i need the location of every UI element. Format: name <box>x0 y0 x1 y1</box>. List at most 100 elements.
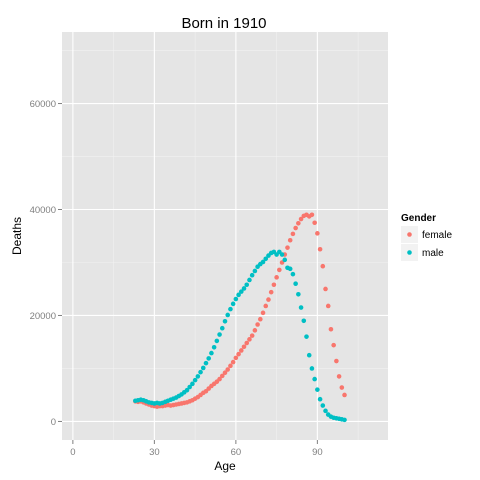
y-tick-label: 20000 <box>30 311 56 322</box>
data-point-male <box>315 387 320 392</box>
data-point-male <box>187 384 192 390</box>
data-point-male <box>214 338 220 344</box>
x-axis-ticks: 0 30 60 90 <box>70 440 323 458</box>
data-point-female <box>317 246 323 252</box>
data-point-male <box>263 256 269 262</box>
data-point-female <box>331 342 336 348</box>
data-point-female <box>339 385 345 390</box>
y-axis-ticks: 0 20000 40000 60000 <box>30 99 62 428</box>
data-point-male <box>236 292 241 298</box>
data-point-female <box>230 359 236 365</box>
data-point-female <box>233 355 239 361</box>
data-point-male <box>342 417 347 423</box>
plot-panel <box>62 32 388 440</box>
data-point-male <box>309 366 315 371</box>
data-point-female <box>225 367 231 372</box>
data-point-female <box>252 328 258 333</box>
data-point-female <box>217 376 222 382</box>
data-point-female <box>239 348 244 353</box>
data-point-female <box>219 373 225 379</box>
data-point-male <box>222 319 228 324</box>
data-point-male <box>230 301 236 307</box>
data-point-male <box>290 271 296 277</box>
data-point-female <box>277 267 282 273</box>
legend: Gender female male <box>401 213 452 261</box>
x-tick-label: 30 <box>149 447 160 458</box>
data-point-male <box>306 352 312 358</box>
chart-title: Born in 1910 <box>181 15 266 32</box>
data-point-male <box>195 374 201 379</box>
legend-swatch-female <box>407 232 412 237</box>
data-point-male <box>217 332 222 337</box>
data-points <box>133 212 347 423</box>
y-axis-title: Deaths <box>10 217 24 255</box>
data-point-female <box>336 374 342 379</box>
data-point-male <box>233 296 239 302</box>
grid-major <box>62 32 388 440</box>
data-point-female <box>271 282 277 288</box>
data-point-female <box>298 216 304 222</box>
y-tick-label: 0 <box>51 417 56 428</box>
data-point-male <box>225 312 231 318</box>
grid-minor <box>62 32 388 440</box>
data-point-male <box>252 268 258 274</box>
data-point-male <box>323 408 328 414</box>
data-point-male <box>203 360 209 366</box>
data-point-male <box>219 325 225 331</box>
data-point-female <box>293 225 298 231</box>
data-point-male <box>301 318 307 324</box>
data-point-female <box>334 358 339 364</box>
data-point-male <box>279 252 285 257</box>
data-point-female <box>268 289 274 295</box>
data-point-male <box>247 277 252 283</box>
data-point-female <box>287 237 293 243</box>
x-tick-label: 90 <box>312 447 323 458</box>
data-point-female <box>328 326 334 332</box>
data-point-male <box>184 387 190 393</box>
data-point-male <box>312 376 317 382</box>
data-point-female <box>244 340 250 346</box>
data-point-female <box>266 297 271 302</box>
data-point-female <box>249 333 255 338</box>
data-point-male <box>209 350 214 356</box>
legend-swatch-male <box>407 250 412 255</box>
x-axis-title: Age <box>214 459 236 473</box>
data-point-male <box>317 396 323 402</box>
data-point-female <box>296 220 301 226</box>
data-point-male <box>211 344 217 350</box>
data-point-male <box>304 334 309 339</box>
data-point-male <box>287 266 293 272</box>
data-point-male <box>206 356 211 361</box>
data-point-female <box>255 322 260 327</box>
data-point-female <box>285 245 290 250</box>
data-point-male <box>192 377 198 383</box>
data-point-female <box>309 212 315 218</box>
legend-label-female: female <box>422 230 452 241</box>
data-point-male <box>198 369 203 375</box>
data-point-male <box>282 257 288 263</box>
data-point-female <box>247 337 252 342</box>
data-point-female <box>323 286 328 292</box>
data-point-female <box>228 363 233 369</box>
x-tick-label: 60 <box>231 447 242 458</box>
data-point-male <box>244 282 250 288</box>
y-tick-label: 60000 <box>30 99 56 110</box>
data-point-female <box>241 344 247 350</box>
data-point-male <box>249 272 255 278</box>
data-point-female <box>260 310 266 316</box>
data-point-male <box>239 289 244 294</box>
legend-label-male: male <box>422 248 444 259</box>
data-point-female <box>263 303 269 309</box>
data-point-male <box>200 365 206 371</box>
data-point-male <box>228 306 233 312</box>
legend-title: Gender <box>401 213 436 224</box>
data-point-male <box>320 403 326 408</box>
data-point-female <box>315 231 320 236</box>
x-tick-label: 0 <box>70 447 75 458</box>
y-tick-label: 40000 <box>30 205 56 216</box>
data-point-male <box>296 291 301 297</box>
data-point-female <box>222 370 228 376</box>
data-point-female <box>274 275 279 280</box>
data-point-female <box>290 231 296 237</box>
